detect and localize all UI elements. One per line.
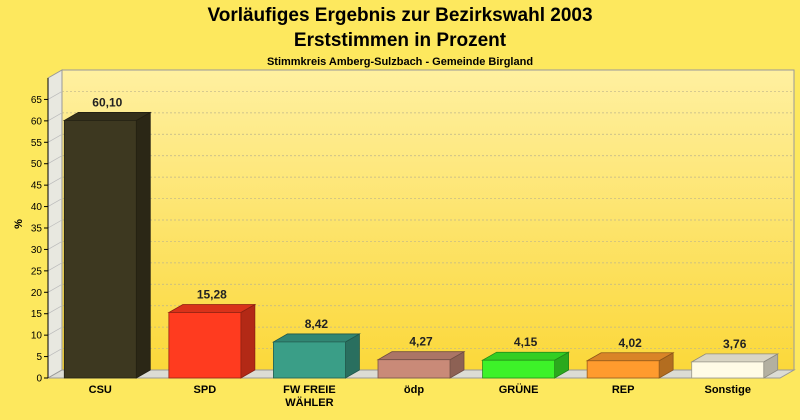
bar-top (481, 351, 571, 361)
gridline-side (47, 176, 63, 186)
bar (168, 312, 242, 379)
category-label: SPD (194, 384, 217, 396)
y-tick-label: 20 (31, 288, 43, 299)
value-label: 4,02 (618, 336, 642, 350)
gridline-side (47, 91, 63, 100)
category-label: ödp (404, 384, 424, 396)
gridline-side (47, 283, 63, 293)
bar (691, 361, 765, 379)
y-tick-label: 40 (31, 202, 43, 213)
bar-side (240, 303, 256, 379)
gridline-side (47, 262, 63, 272)
gridline-side (47, 219, 63, 229)
bar (482, 359, 555, 379)
gridline-side (47, 326, 63, 336)
value-label: 8,42 (305, 317, 329, 331)
chart-subtitle: Stimmkreis Amberg-Sulzbach - Gemeinde Bi… (267, 56, 533, 68)
bar-top (62, 112, 152, 121)
y-tick-label: 65 (31, 95, 43, 106)
bar-top (690, 353, 780, 363)
value-label: 3,76 (723, 337, 747, 351)
category-label: REP (612, 384, 635, 396)
category-label: GRÜNE (499, 383, 539, 396)
category-label: Sonstige (704, 384, 750, 396)
y-tick-label: 55 (31, 138, 43, 149)
value-label: 4,27 (409, 335, 433, 349)
gridline-side (47, 155, 63, 165)
category-label: WÄHLER (285, 396, 333, 409)
y-tick-label: 50 (31, 159, 43, 170)
gridline-side (47, 133, 63, 143)
y-tick-label: 10 (31, 331, 43, 342)
y-tick-label: 25 (31, 266, 43, 277)
bar-top (167, 304, 257, 313)
y-tick-label: 30 (31, 245, 43, 256)
bar (273, 341, 346, 379)
bar (586, 360, 660, 379)
category-label: FW FREIE (283, 384, 336, 396)
gridline-side (47, 241, 63, 250)
category-label: CSU (89, 384, 112, 396)
gridline-side (47, 348, 63, 357)
bar-top (376, 351, 466, 361)
bar (63, 120, 137, 379)
y-tick-label: 35 (31, 224, 43, 235)
gridline-side (47, 198, 63, 207)
chart-title-line2: Erststimmen in Prozent (294, 30, 507, 51)
gridline-side (47, 112, 63, 122)
plot-area: 0 5 10 15 20 25 30 35 40 45 50 55 60 65 60,10 CSU 15,28 S… (31, 69, 796, 409)
bar-top (585, 352, 675, 362)
y-axis-label: % (13, 219, 25, 229)
chart-title: Vorläufiges Ergebnis zur Bezirkswahl 200… (207, 5, 592, 26)
y-tick-label: 15 (31, 309, 43, 320)
y-tick-label: 45 (31, 181, 43, 192)
bar (377, 359, 451, 379)
y-tick-label: 5 (36, 352, 42, 363)
y-tick-label: 0 (36, 374, 42, 385)
bar-top (271, 333, 361, 343)
y-tick-label: 60 (31, 116, 43, 127)
bar-side (135, 111, 151, 379)
value-label: 4,15 (514, 335, 538, 349)
value-label: 15,28 (197, 288, 227, 302)
gridline-side (47, 305, 63, 315)
value-label: 60,10 (92, 95, 122, 109)
